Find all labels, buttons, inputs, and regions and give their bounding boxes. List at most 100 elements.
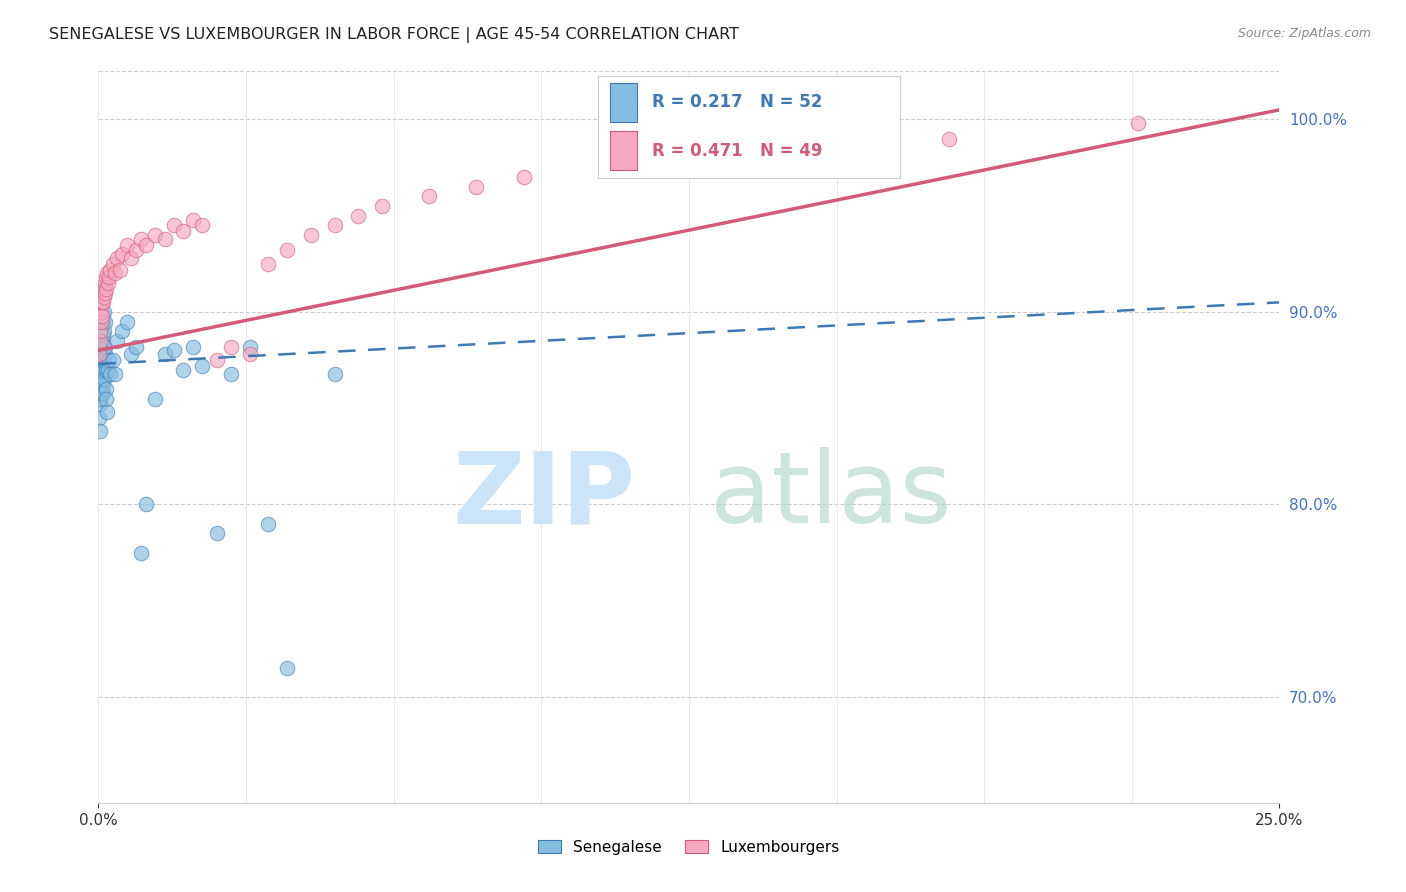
Point	[96, 392, 118, 406]
Point	[93, 324, 115, 338]
Point	[104, 367, 127, 381]
Point	[94, 340, 117, 354]
Point	[90, 295, 112, 310]
Point	[89, 334, 111, 348]
Point	[97, 353, 120, 368]
Point	[111, 324, 134, 338]
Point	[163, 219, 186, 233]
Point	[91, 295, 114, 310]
Point	[96, 267, 118, 281]
Point	[104, 267, 127, 281]
Point	[89, 347, 111, 361]
Text: R = 0.217   N = 52: R = 0.217 N = 52	[652, 94, 823, 112]
Point	[257, 516, 280, 531]
Point	[143, 227, 166, 242]
Point	[465, 179, 488, 194]
Point	[97, 270, 120, 285]
Point	[90, 343, 112, 358]
Point	[89, 410, 111, 425]
Point	[94, 285, 117, 300]
Point	[191, 219, 214, 233]
Point	[90, 372, 112, 386]
Point	[93, 305, 115, 319]
Point	[172, 224, 194, 238]
Point	[101, 353, 124, 368]
Point	[89, 378, 111, 392]
Point	[89, 392, 111, 406]
FancyBboxPatch shape	[610, 131, 637, 170]
Point	[257, 257, 280, 271]
Point	[219, 340, 242, 354]
Point	[1126, 116, 1149, 130]
Point	[205, 353, 228, 368]
Point	[93, 282, 115, 296]
Point	[91, 315, 114, 329]
Point	[135, 498, 157, 512]
Point	[276, 661, 298, 675]
Point	[347, 209, 370, 223]
Text: atlas: atlas	[710, 447, 952, 544]
Text: SENEGALESE VS LUXEMBOURGER IN LABOR FORCE | AGE 45-54 CORRELATION CHART: SENEGALESE VS LUXEMBOURGER IN LABOR FORC…	[49, 27, 740, 43]
Point	[105, 334, 128, 348]
Point	[90, 385, 112, 400]
Point	[98, 262, 121, 277]
Point	[97, 362, 120, 376]
Point	[93, 276, 115, 290]
Point	[191, 359, 214, 373]
Point	[323, 367, 346, 381]
Point	[91, 309, 114, 323]
Point	[239, 347, 262, 361]
Point	[153, 347, 176, 361]
Point	[93, 315, 115, 329]
Point	[94, 282, 117, 296]
Point	[98, 367, 121, 381]
Point	[91, 334, 114, 348]
Point	[105, 251, 128, 265]
Point	[91, 328, 114, 343]
Text: R = 0.471   N = 49: R = 0.471 N = 49	[652, 142, 823, 160]
Point	[299, 227, 322, 242]
Point	[205, 526, 228, 541]
Point	[108, 262, 131, 277]
Point	[94, 362, 117, 376]
Point	[90, 315, 112, 329]
Point	[89, 397, 111, 411]
Point	[181, 340, 204, 354]
Point	[163, 343, 186, 358]
Legend: Senegalese, Luxembourgers: Senegalese, Luxembourgers	[533, 834, 845, 861]
Point	[91, 378, 114, 392]
Point	[129, 545, 152, 559]
Point	[239, 340, 262, 354]
Point	[323, 219, 346, 233]
Point	[129, 232, 152, 246]
Point	[115, 237, 138, 252]
Point	[97, 276, 120, 290]
Point	[938, 132, 960, 146]
Point	[94, 270, 117, 285]
Point	[125, 244, 148, 258]
Point	[90, 362, 112, 376]
Point	[135, 237, 157, 252]
FancyBboxPatch shape	[610, 83, 637, 122]
Point	[90, 353, 112, 368]
Point	[93, 347, 115, 361]
Point	[90, 305, 112, 319]
Point	[276, 244, 298, 258]
Point	[94, 382, 117, 396]
Text: ZIP: ZIP	[453, 447, 636, 544]
Point	[125, 340, 148, 354]
Point	[101, 257, 124, 271]
Point	[93, 289, 115, 303]
Point	[91, 285, 114, 300]
Point	[91, 353, 114, 368]
Point	[153, 232, 176, 246]
Point	[512, 170, 534, 185]
Point	[219, 367, 242, 381]
Point	[93, 353, 115, 368]
Point	[90, 362, 112, 376]
Point	[371, 199, 394, 213]
Point	[121, 251, 143, 265]
Point	[418, 189, 440, 203]
Point	[172, 362, 194, 376]
Point	[96, 405, 118, 419]
